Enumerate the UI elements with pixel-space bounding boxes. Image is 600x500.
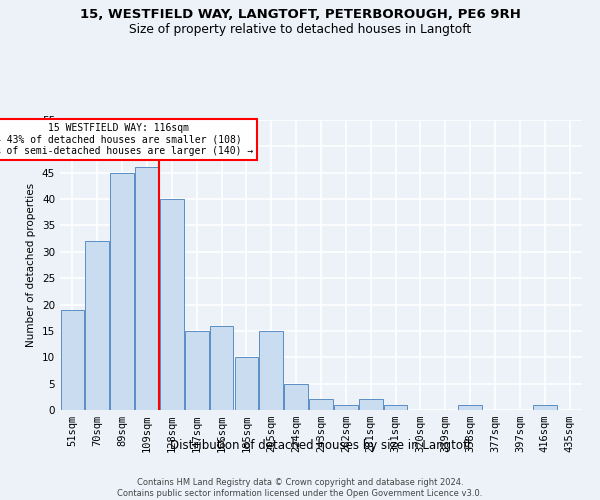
Bar xyxy=(210,326,233,410)
Bar xyxy=(85,242,109,410)
Text: 15 WESTFIELD WAY: 116sqm
← 43% of detached houses are smaller (108)
56% of semi-: 15 WESTFIELD WAY: 116sqm ← 43% of detach… xyxy=(0,122,254,156)
Bar xyxy=(135,168,159,410)
Bar xyxy=(458,404,482,410)
Text: 15, WESTFIELD WAY, LANGTOFT, PETERBOROUGH, PE6 9RH: 15, WESTFIELD WAY, LANGTOFT, PETERBOROUG… xyxy=(80,8,520,20)
Bar xyxy=(61,310,84,410)
Bar xyxy=(359,400,383,410)
Bar xyxy=(259,331,283,410)
Y-axis label: Number of detached properties: Number of detached properties xyxy=(26,183,37,347)
Text: Size of property relative to detached houses in Langtoft: Size of property relative to detached ho… xyxy=(129,22,471,36)
Text: Contains HM Land Registry data © Crown copyright and database right 2024.
Contai: Contains HM Land Registry data © Crown c… xyxy=(118,478,482,498)
Bar xyxy=(533,404,557,410)
Bar xyxy=(334,404,358,410)
Bar xyxy=(284,384,308,410)
Text: Distribution of detached houses by size in Langtoft: Distribution of detached houses by size … xyxy=(170,440,472,452)
Bar xyxy=(384,404,407,410)
Bar xyxy=(235,358,258,410)
Bar xyxy=(309,400,333,410)
Bar xyxy=(185,331,209,410)
Bar xyxy=(160,199,184,410)
Bar xyxy=(110,172,134,410)
